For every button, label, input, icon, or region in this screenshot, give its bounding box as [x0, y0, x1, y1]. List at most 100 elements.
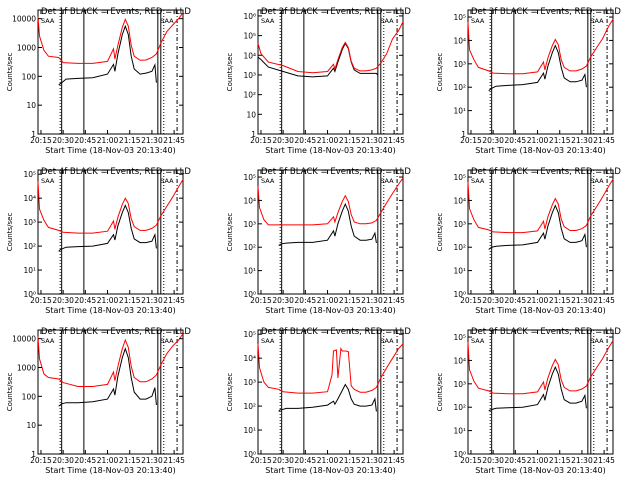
x-axis-label: Start Time (18-Nov-03 20:13:40)	[475, 146, 605, 155]
x-tick-label: 21:45	[163, 456, 185, 465]
chart-title: Det 6f BLACK = Events, RED = LLD	[471, 167, 621, 177]
saa-marker-label: SAA	[380, 17, 394, 25]
x-tick-label: 21:15	[549, 296, 571, 305]
x-tick-label: 20:45	[75, 136, 97, 145]
x-tick-label: 20:30	[52, 136, 74, 145]
y-tick-label: 10⁵	[243, 330, 256, 339]
x-tick-label: 21:30	[361, 296, 383, 305]
chart-title: Det 9f BLACK = Events, RED = LLD	[471, 327, 621, 337]
series-events-line	[488, 44, 587, 92]
y-tick-label: 10⁵	[453, 333, 466, 342]
plot-frame	[467, 9, 614, 135]
x-tick-label: 21:30	[141, 136, 163, 145]
plot-frame	[467, 329, 614, 455]
saa-marker-label: SAA	[160, 177, 174, 185]
y-tick-label: 1	[31, 450, 36, 459]
series-lld-line	[467, 340, 614, 395]
x-tick-label: 21:00	[317, 456, 339, 465]
x-axis-label: Start Time (18-Nov-03 20:13:40)	[265, 306, 395, 315]
series-events-line	[58, 24, 157, 86]
y-tick-label: 1000	[17, 44, 36, 53]
x-axis-label: Start Time (18-Nov-03 20:13:40)	[45, 306, 175, 315]
y-tick-label: 10⁵	[243, 32, 256, 41]
x-tick-label: 21:30	[141, 296, 163, 305]
y-tick-label: 10¹	[243, 426, 256, 435]
plot-frame	[37, 9, 184, 135]
x-tick-label: 20:15	[250, 456, 272, 465]
saa-marker-label: SAA	[380, 177, 394, 185]
x-tick-label: 21:00	[97, 136, 119, 145]
y-tick-label: 10¹	[243, 267, 256, 276]
y-tick-label: 10⁴	[453, 196, 466, 205]
x-tick-label: 21:00	[527, 456, 549, 465]
y-tick-label: 10³	[243, 71, 256, 80]
x-tick-label: 21:45	[383, 456, 405, 465]
y-tick-label: 10²	[453, 403, 466, 412]
series-lld-line	[37, 179, 184, 234]
chart-title: Det 4f BLACK = Events, RED = LLD	[41, 167, 191, 177]
y-tick-label: 10²	[243, 402, 256, 411]
saa-marker-label: SAA	[471, 17, 485, 25]
x-axis-label: Start Time (18-Nov-03 20:13:40)	[265, 146, 395, 155]
x-tick-label: 20:30	[482, 296, 504, 305]
y-tick-label: 10	[246, 110, 256, 119]
y-tick-label: 1000	[17, 364, 36, 373]
x-tick-label: 21:45	[163, 296, 185, 305]
y-tick-label: 10⁴	[243, 51, 256, 60]
x-axis-label: Start Time (18-Nov-03 20:13:40)	[265, 466, 395, 475]
y-tick-label: 1	[251, 130, 256, 139]
series-events-line	[257, 42, 379, 78]
x-tick-label: 21:30	[141, 456, 163, 465]
x-tick-label: 21:00	[317, 296, 339, 305]
x-tick-label: 20:30	[482, 136, 504, 145]
plot-frame	[257, 329, 404, 455]
x-tick-label: 20:30	[52, 456, 74, 465]
x-tick-label: 21:45	[593, 136, 615, 145]
x-tick-label: 20:15	[460, 296, 482, 305]
series-lld-line	[37, 333, 184, 387]
series-lld-line	[467, 19, 614, 75]
saa-marker-label: SAA	[160, 337, 174, 345]
chart-title: Det 3f BLACK = Events, RED = LLD	[471, 7, 621, 17]
x-tick-label: 21:30	[571, 296, 593, 305]
x-axis-label: Start Time (18-Nov-03 20:13:40)	[475, 306, 605, 315]
saa-marker-label: SAA	[590, 337, 604, 345]
x-tick-label: 20:30	[52, 296, 74, 305]
series-events-line	[488, 365, 587, 412]
y-tick-label: 10²	[453, 83, 466, 92]
y-axis-label: Counts/sec	[6, 213, 14, 252]
x-tick-label: 21:45	[383, 296, 405, 305]
x-tick-label: 20:30	[272, 456, 294, 465]
y-axis-label: Counts/sec	[6, 53, 14, 92]
x-axis-label: Start Time (18-Nov-03 20:13:40)	[475, 466, 605, 475]
y-tick-label: 10⁵	[23, 170, 36, 179]
x-tick-label: 21:30	[361, 456, 383, 465]
y-tick-label: 10¹	[23, 266, 36, 275]
series-lld-line	[257, 177, 404, 226]
saa-marker-label: SAA	[160, 17, 174, 25]
x-tick-label: 20:45	[505, 296, 527, 305]
y-tick-label: 10³	[453, 380, 466, 389]
y-axis-label: Counts/sec	[6, 373, 14, 412]
x-tick-label: 21:15	[549, 456, 571, 465]
saa-marker-label: SAA	[380, 337, 394, 345]
saa-marker-label: SAA	[261, 337, 275, 345]
x-tick-label: 21:30	[571, 136, 593, 145]
x-tick-label: 20:15	[250, 136, 272, 145]
y-tick-label: 10¹	[453, 427, 466, 436]
plot-frame	[467, 169, 614, 295]
y-tick-label: 10⁰	[453, 450, 466, 459]
series-events-line	[278, 383, 377, 412]
plot-frame	[257, 169, 404, 295]
chart-title: Det 8f BLACK = Events, RED = LLD	[261, 327, 411, 337]
y-axis-label: Counts/sec	[226, 213, 234, 252]
series-lld-line	[257, 343, 404, 394]
y-tick-label: 10⁶	[243, 12, 256, 21]
plot-frame	[37, 169, 184, 295]
y-tick-label: 10¹	[453, 107, 466, 116]
x-tick-label: 21:15	[119, 136, 141, 145]
